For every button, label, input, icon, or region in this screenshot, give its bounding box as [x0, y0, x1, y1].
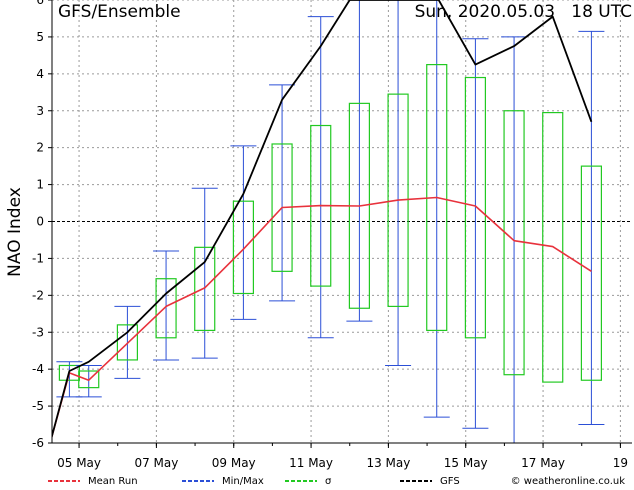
- y-tick-label: 1: [36, 178, 44, 192]
- run-timestamp: Sun, 2020.05.03 18 UTC: [415, 2, 632, 22]
- mean-run-line: [52, 196, 592, 440]
- axes: -6 -5 -4 -3 -2 -1 0 1 2 3 4 5 6 05 May 07 May 09 May 11 …: [32, 0, 632, 470]
- legend-label--: σ: [325, 476, 332, 487]
- legend-label-min-max: Min/Max: [222, 476, 264, 487]
- legend-label-mean-run: Mean Run: [88, 476, 138, 487]
- x-tick-label: 11 May: [289, 456, 333, 470]
- x-tick-label: 17 May: [521, 456, 565, 470]
- y-axis-label: NAO Index: [5, 187, 25, 277]
- sigma-box: [116, 324, 139, 361]
- labels: GFS/Ensemble Sun, 2020.05.03 18 UTC NAO …: [5, 2, 632, 277]
- sigma-box: [194, 246, 216, 332]
- watermark: © weatheronline.co.uk: [511, 476, 626, 487]
- y-tick-label: 0: [36, 215, 44, 229]
- sigma-box: [155, 278, 177, 339]
- sigma-box: [542, 111, 564, 383]
- y-tick-label: -2: [32, 288, 44, 302]
- y-tick-label: -1: [32, 251, 44, 265]
- chart-title: GFS/Ensemble: [58, 2, 181, 22]
- y-tick-label: 6: [36, 0, 44, 7]
- y-tick-label: 4: [36, 67, 44, 81]
- sigma-box: [464, 76, 486, 339]
- sigma-box: [78, 370, 100, 389]
- x-tick-label: 09 May: [212, 456, 256, 470]
- x-tick-label: 13 May: [366, 456, 410, 470]
- series-lines: [52, 0, 593, 440]
- y-tick-label: -3: [32, 325, 44, 339]
- sigma-box: [387, 93, 409, 308]
- grid: [52, 0, 632, 444]
- legend-label-gfs: GFS: [440, 476, 460, 487]
- y-tick-label: 3: [36, 104, 44, 118]
- y-tick-label: -5: [32, 399, 44, 413]
- sigma-box: [58, 364, 81, 381]
- x-tick-label: 07 May: [134, 456, 178, 470]
- y-tick-label: -6: [32, 436, 44, 450]
- gfs-line: [52, 0, 593, 440]
- x-tick-label: 19: [613, 456, 628, 470]
- sigma-box: [232, 200, 254, 295]
- legend: Mean Run Min/Max σ GFS © weatheronline.co.uk: [48, 476, 625, 487]
- y-tick-label: 5: [36, 30, 44, 44]
- x-tick-label: 15 May: [444, 456, 488, 470]
- x-tick-label: 05 May: [57, 456, 101, 470]
- sigma-box: [580, 165, 603, 381]
- y-tick-label: -4: [32, 362, 44, 376]
- y-tick-label: 2: [36, 141, 44, 155]
